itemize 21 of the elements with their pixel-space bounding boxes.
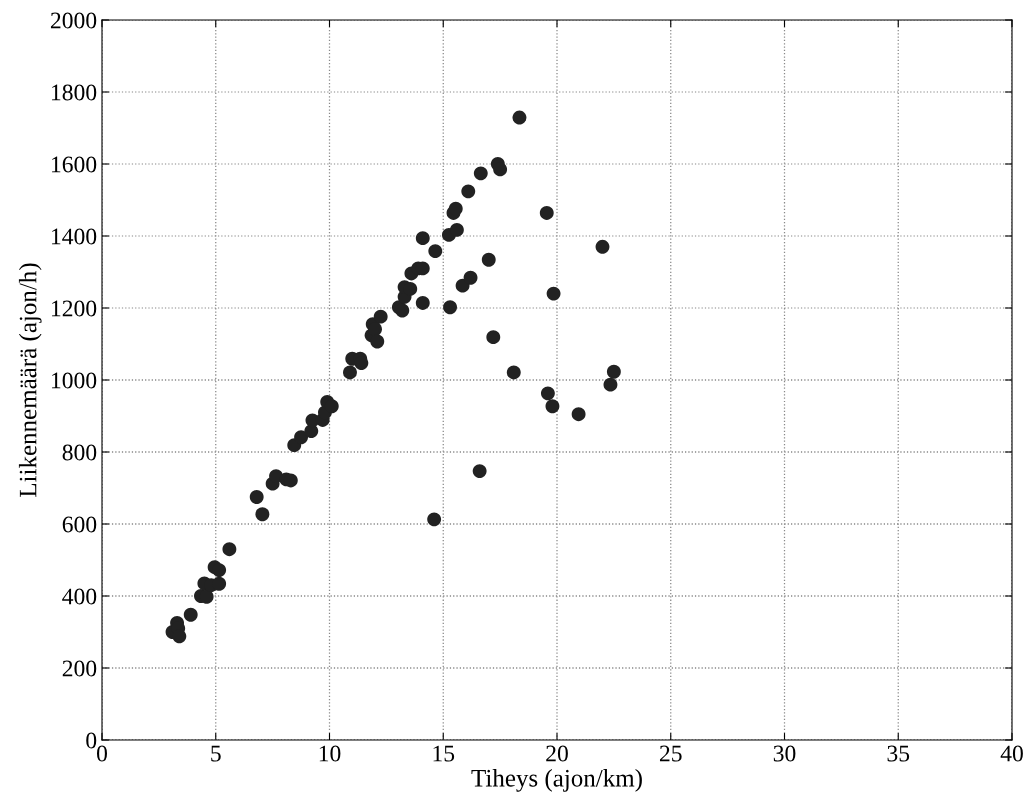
- x-tick-label: 35: [887, 745, 910, 762]
- y-tick-label: 800: [62, 444, 97, 461]
- y-tick-label: 600: [62, 516, 97, 533]
- y-axis-title: Liikennemäärä (ajon/h): [18, 263, 42, 497]
- y-tick-label: 1000: [51, 372, 97, 389]
- y-tick-label: 1400: [51, 228, 97, 245]
- y-tick-label: 2000: [50, 12, 97, 29]
- x-tick-label: 25: [659, 745, 682, 762]
- y-tick-label: 0: [86, 732, 97, 749]
- y-tick-label: 200: [62, 660, 97, 677]
- x-tick-label: 20: [546, 745, 568, 762]
- x-tick-label: 40: [1000, 745, 1023, 762]
- y-tick-label: 1200: [51, 300, 97, 317]
- x-tick-label: 15: [433, 745, 455, 762]
- y-tick-label: 1800: [51, 84, 97, 101]
- y-tick-label: 400: [62, 588, 97, 605]
- y-tick-label: 1600: [51, 156, 97, 173]
- x-tick-label: 5: [211, 745, 221, 762]
- x-axis-title: Tiheys (ajon/km): [471, 769, 642, 792]
- x-tick-label: 30: [773, 745, 796, 762]
- x-tick-label: 10: [319, 745, 341, 762]
